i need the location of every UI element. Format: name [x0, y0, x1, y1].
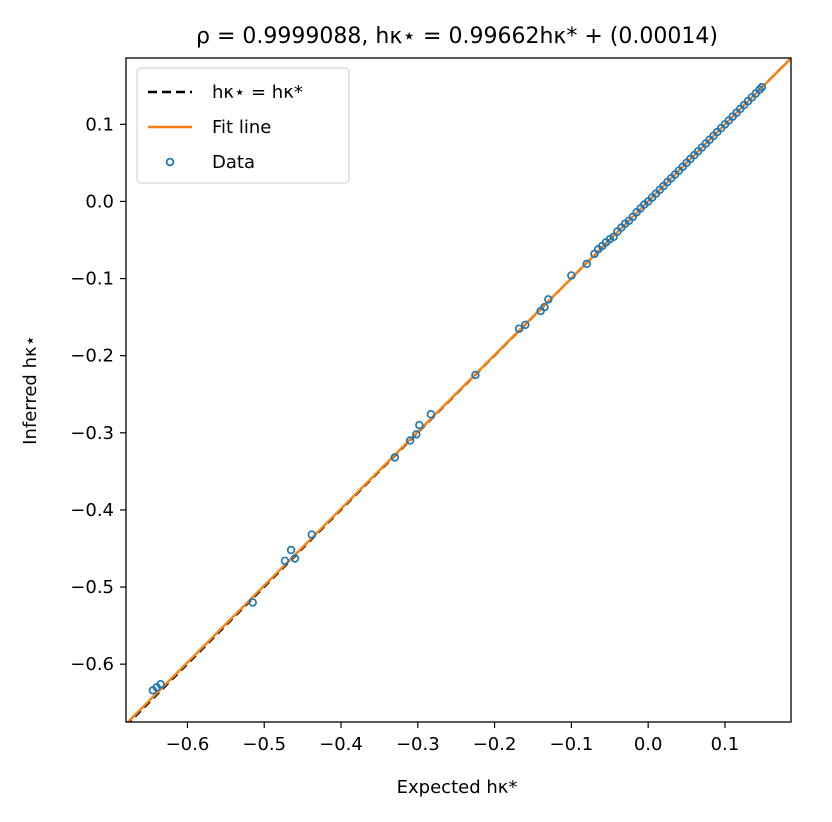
data-point [471, 370, 480, 380]
data-point [390, 453, 400, 462]
legend-box [136, 67, 350, 184]
data-point [156, 679, 165, 689]
plot-frame [125, 57, 792, 723]
data-point [412, 430, 421, 439]
data-point [290, 554, 300, 563]
y-tick-label: −0.5 [70, 577, 114, 598]
legend-label-fit-line: Fit line [212, 117, 271, 138]
data-point [426, 410, 436, 419]
legend-label-data: Data [212, 152, 255, 173]
x-tick-label: −0.6 [166, 734, 210, 755]
data-point [567, 271, 576, 280]
x-tick-label: −0.2 [473, 734, 517, 755]
y-tick-label: −0.3 [70, 423, 114, 444]
data-point [415, 420, 424, 430]
x-axis: −0.6 −0.5 −0.4 −0.3 −0.2 −0.1 0.0 0.1 [166, 722, 740, 755]
data-point [280, 556, 290, 566]
x-tick-label: 0.1 [711, 734, 740, 755]
plot-area [126, 58, 791, 722]
data-point [521, 320, 530, 330]
x-tick-label: −0.1 [550, 734, 594, 755]
y-tick-label: −0.6 [70, 654, 114, 675]
x-axis-label: Expected hκ* [397, 777, 518, 798]
data-point [609, 232, 618, 242]
y-axis-label: Inferred hκ⋆ [20, 335, 41, 445]
data-point [514, 324, 524, 333]
data-point [582, 259, 591, 269]
y-tick-label: −0.2 [70, 346, 114, 367]
data-point [307, 530, 317, 539]
data-point [405, 436, 415, 445]
y-tick-label: −0.1 [70, 269, 114, 290]
x-tick-label: −0.3 [396, 734, 440, 755]
data-point [755, 85, 764, 94]
legend: hκ⋆ = hκ* Fit line Data [136, 67, 350, 184]
chart-title: ρ = 0.9999088, hκ⋆ = 0.99662hκ* + (0.000… [196, 24, 718, 49]
data-point [248, 598, 257, 607]
data-point [540, 302, 549, 312]
y-tick-label: 0.1 [85, 114, 114, 135]
data-point [757, 83, 767, 92]
data-point [544, 295, 553, 304]
y-tick-label: 0.0 [85, 191, 114, 212]
data-point [286, 545, 296, 555]
legend-swatch-data [165, 157, 175, 167]
x-tick-label: 0.0 [634, 734, 663, 755]
y-tick-label: −0.4 [70, 500, 114, 521]
y-axis: −0.6 −0.5 −0.4 −0.3 −0.2 −0.1 0.0 0.1 [70, 114, 126, 675]
x-tick-label: −0.4 [319, 734, 363, 755]
x-tick-label: −0.5 [242, 734, 286, 755]
legend-label-identity-line: hκ⋆ = hκ* [212, 82, 303, 103]
